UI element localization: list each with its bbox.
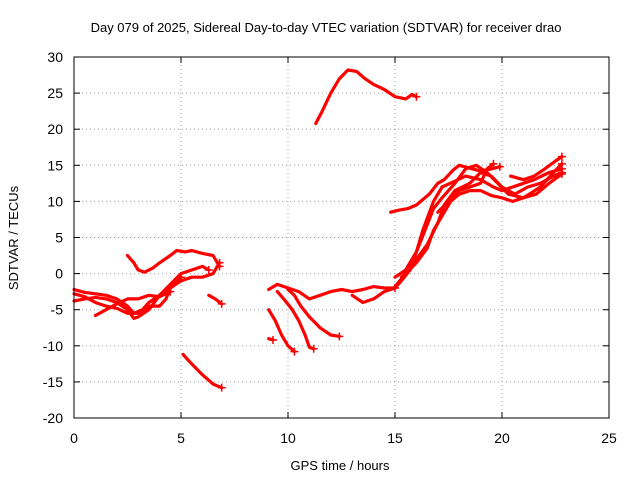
x-tick-label: 0	[70, 430, 78, 446]
series-end-marker-s14	[557, 159, 566, 168]
series-end-marker-s6	[217, 299, 226, 308]
y-tick-label: 20	[47, 121, 63, 137]
series-line-s2	[72, 264, 211, 320]
x-tick-label: 5	[177, 430, 185, 446]
series-end-marker-s5	[215, 262, 224, 271]
series-line-s3	[72, 275, 183, 315]
series-end-marker-s10	[309, 344, 318, 353]
series-end-marker-s4	[166, 287, 175, 296]
series-end-marker-s16	[557, 169, 566, 178]
series-end-marker-s7	[217, 383, 226, 392]
series-line-s11	[286, 287, 341, 338]
grid	[74, 57, 609, 418]
series-line-s13	[350, 167, 564, 305]
series-layer	[72, 68, 566, 392]
series-end-marker-s3	[177, 273, 185, 282]
y-tick-label: 10	[47, 193, 63, 209]
series-line-s17	[389, 163, 502, 214]
series-line-s10	[275, 290, 316, 351]
series-line-s18	[436, 162, 495, 214]
series-end-marker-s19	[557, 152, 566, 161]
y-tick-label: -5	[51, 302, 64, 318]
series-end-marker-s2	[204, 265, 213, 274]
series-line-s1	[72, 261, 222, 315]
series-end-marker-s9	[269, 336, 278, 345]
series-end-marker-s17	[495, 162, 504, 171]
y-tick-label: -20	[43, 410, 63, 426]
y-tick-label: 30	[47, 49, 63, 65]
y-tick-label: 25	[47, 85, 63, 101]
x-axis-label: GPS time / hours	[291, 458, 390, 473]
x-tick-label: 15	[387, 430, 403, 446]
y-tick-label: -10	[43, 338, 63, 354]
y-tick-label: 0	[55, 266, 63, 282]
series-line-s15	[399, 170, 564, 279]
series-line-s12	[267, 282, 397, 301]
series-line-s5	[125, 248, 222, 274]
series-line-s6	[207, 293, 224, 306]
series-end-marker-s11	[335, 332, 344, 341]
series-line-s8	[267, 308, 296, 354]
x-tick-label: 20	[494, 430, 510, 446]
series-end-marker-s20	[412, 92, 421, 101]
series-line-s7	[181, 352, 224, 390]
series-line-s16	[393, 172, 564, 289]
chart-title: Day 079 of 2025, Sidereal Day-to-day VTE…	[91, 20, 562, 35]
series-line-s20	[314, 68, 418, 125]
x-tick-label: 10	[280, 430, 296, 446]
y-tick-label: 5	[55, 230, 63, 246]
series-end-marker-s18	[489, 159, 498, 168]
y-tick-label: 15	[47, 157, 63, 173]
ticks: 0 5 10 15 20 25 -20 -15 -10 -5 0 5 10 15 20 25 30	[43, 49, 617, 446]
x-tick-label: 25	[601, 430, 617, 446]
y-axis-label: SDTVAR / TECUs	[6, 185, 21, 290]
series-line-s19	[509, 155, 564, 182]
series-line-s4	[93, 290, 172, 318]
series-end-marker-s8	[290, 347, 299, 356]
y-tick-label: -15	[43, 374, 63, 390]
